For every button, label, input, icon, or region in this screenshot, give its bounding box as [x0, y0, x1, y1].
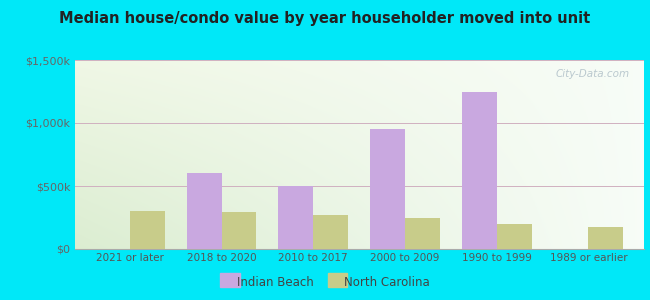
Text: Median house/condo value by year householder moved into unit: Median house/condo value by year househo…: [59, 11, 591, 26]
Bar: [497, 224, 532, 249]
Bar: [370, 129, 405, 249]
Text: City-Data.com: City-Data.com: [555, 70, 629, 80]
Bar: [462, 92, 497, 249]
Bar: [278, 186, 313, 249]
Bar: [405, 218, 440, 249]
Bar: [130, 211, 164, 249]
Bar: [588, 227, 623, 249]
Legend: Indian Beach, North Carolina: Indian Beach, North Carolina: [215, 272, 435, 294]
Bar: [187, 173, 222, 249]
Bar: [313, 215, 348, 249]
Bar: [222, 212, 256, 249]
